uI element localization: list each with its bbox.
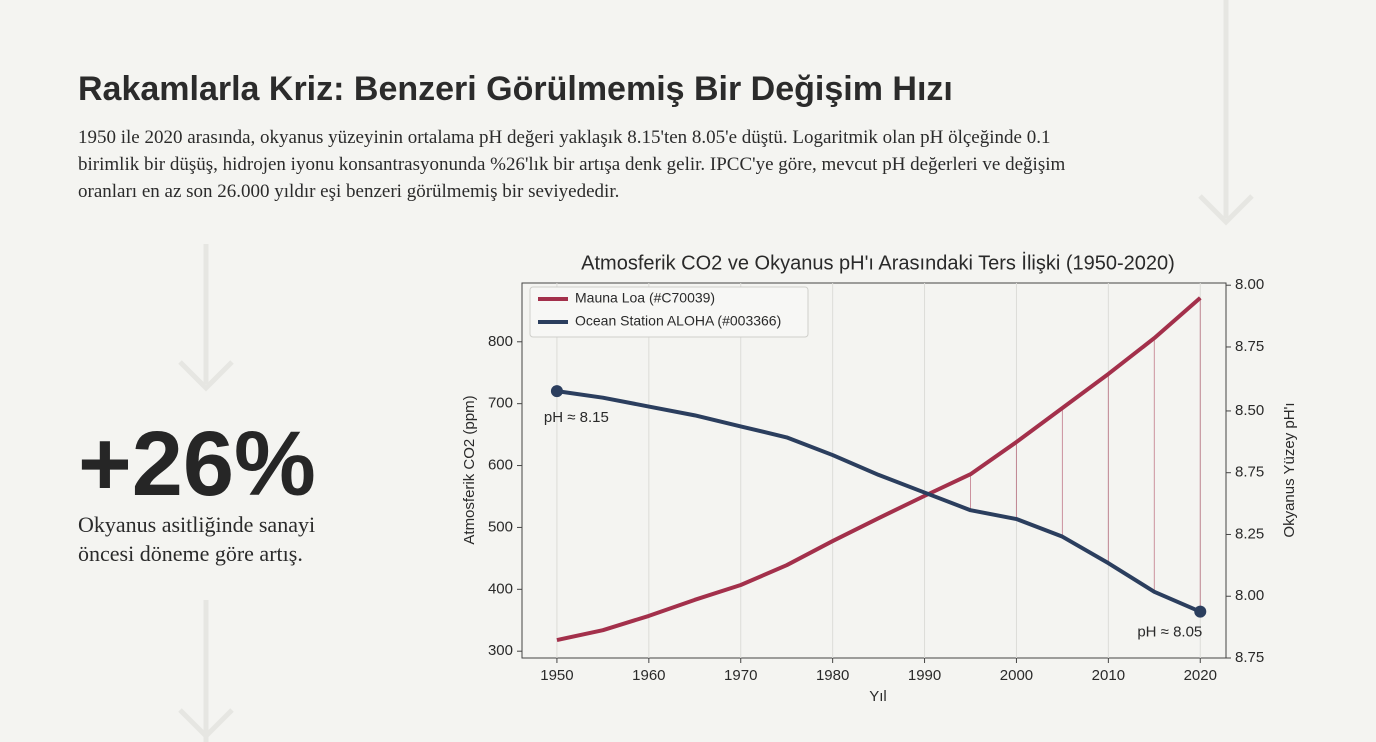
intro-text: 1950 ile 2020 arasında, okyanus yüzeyini…: [78, 127, 1066, 202]
x-tick-label: 2010: [1092, 667, 1125, 684]
x-axis-label: Yıl: [869, 688, 887, 705]
y-tick-label: 600: [488, 457, 513, 474]
y2-tick-label: 8.50: [1235, 402, 1264, 419]
y2-tick-label: 8.75: [1235, 464, 1264, 481]
legend-label: Ocean Station ALOHA (#003366): [575, 313, 781, 329]
annotation: pH ≈ 8.05: [1137, 624, 1202, 641]
y2-tick-label: 8.75: [1235, 338, 1264, 355]
x-tick-label: 1980: [816, 667, 849, 684]
y2-tick-label: 8.75: [1235, 649, 1264, 666]
x-tick-label: 1960: [632, 667, 665, 684]
y-axis-label: Atmosferik CO2 (ppm): [461, 395, 478, 544]
y-tick-label: 700: [488, 395, 513, 412]
page-title: Rakamlarla Kriz: Benzeri Görülmemiş Bir …: [78, 70, 953, 108]
x-tick-label: 2000: [1000, 667, 1033, 684]
series-line: [556, 296, 1202, 643]
y-tick-label: 800: [488, 333, 513, 350]
endpoint-dot: [1194, 605, 1207, 618]
series-line: [556, 389, 1202, 614]
y-tick-label: 400: [488, 580, 513, 597]
stat-value: +26%: [78, 413, 316, 515]
annotation: pH ≈ 8.15: [544, 409, 609, 426]
y2-tick-label: 8.25: [1235, 525, 1264, 542]
y-tick-label: 500: [488, 518, 513, 535]
x-tick-label: 1970: [724, 667, 757, 684]
x-tick-label: 1990: [908, 667, 941, 684]
y-tick-label: 300: [488, 642, 513, 659]
chart-title: Atmosferik CO2 ve Okyanus pH'ı Arasındak…: [581, 251, 1175, 274]
plot-frame: [521, 282, 1227, 659]
x-tick-label: 2020: [1184, 667, 1217, 684]
y2-axis-label: Okyanus Yüzey pH'ı: [1281, 402, 1298, 537]
x-tick-label: 1950: [540, 667, 573, 684]
legend-label: Mauna Loa (#C70039): [575, 290, 715, 306]
y2-tick-label: 8.00: [1235, 587, 1264, 604]
y2-tick-label: 8.00: [1235, 276, 1264, 293]
stat-caption: Okyanus asitliğinde sanayi öncesi döneme…: [78, 512, 316, 566]
legend-box: [529, 286, 809, 338]
endpoint-dot: [550, 385, 563, 398]
